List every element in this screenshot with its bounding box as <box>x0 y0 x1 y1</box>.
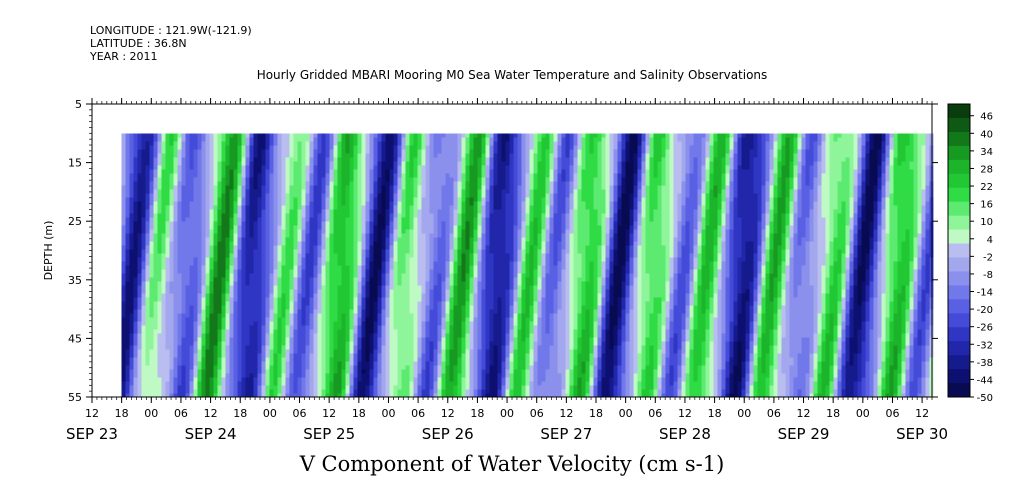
colorbar-label: -2 <box>983 252 993 263</box>
longitude-label: LONGITUDE : 121.9W(-121.9) <box>90 24 252 37</box>
x-hour-label: 06 <box>174 407 188 420</box>
colorbar-swatch <box>948 327 970 342</box>
colorbar-label: -44 <box>977 375 993 386</box>
x-hour-label: 12 <box>915 407 929 420</box>
colorbar-swatch <box>948 229 970 245</box>
x-hour-label: 00 <box>619 407 633 420</box>
colorbar-swatch <box>948 159 970 175</box>
x-day-label: SEP 29 <box>778 425 830 443</box>
x-hour-label: 18 <box>826 407 840 420</box>
y-axis-label: DEPTH (m) <box>42 221 55 281</box>
x-hour-label: 12 <box>204 407 218 420</box>
colorbar-swatch <box>948 201 970 217</box>
x-hour-label: 00 <box>263 407 277 420</box>
colorbar-swatch <box>948 299 970 314</box>
x-hour-label: 18 <box>589 407 603 420</box>
x-hour-label: 00 <box>381 407 395 420</box>
x-hour-label: 18 <box>708 407 722 420</box>
x-hour-label: 18 <box>233 407 247 420</box>
colorbar-label: 4 <box>987 235 993 246</box>
x-hour-label: 00 <box>856 407 870 420</box>
y-tick-label: 35 <box>68 274 82 287</box>
colorbar-label: 22 <box>980 182 993 193</box>
latitude-label: LATITUDE : 36.8N <box>90 37 187 50</box>
colorbar-swatch <box>948 313 970 328</box>
colorbar-label: 46 <box>980 112 993 123</box>
colorbar-label: -26 <box>977 323 993 334</box>
heatmap-cells <box>121 133 934 398</box>
x-hour-label: 06 <box>767 407 781 420</box>
x-hour-label: 12 <box>678 407 692 420</box>
colorbar-label: 28 <box>980 164 993 175</box>
x-day-label: SEP 30 <box>896 425 948 443</box>
x-day-label: SEP 23 <box>66 425 118 443</box>
colorbar-frame <box>947 103 971 398</box>
colorbar-swatch <box>948 187 970 203</box>
x-hour-label: 12 <box>322 407 336 420</box>
y-tick-label: 25 <box>68 215 82 228</box>
x-hour-label: 06 <box>293 407 307 420</box>
colorbar-swatch <box>948 131 970 147</box>
x-day-label: SEP 24 <box>185 425 237 443</box>
x-hour-label: 12 <box>85 407 99 420</box>
colorbar-swatch <box>948 173 970 189</box>
colorbar-label: 16 <box>980 200 993 211</box>
y-tick-label: 15 <box>68 157 82 170</box>
x-hour-label: 18 <box>115 407 129 420</box>
colorbar-swatch <box>948 145 970 161</box>
colorbar-label: -38 <box>977 358 993 369</box>
y-tick-label: 5 <box>75 98 82 111</box>
x-day-label: SEP 25 <box>303 425 355 443</box>
y-tick-label: 45 <box>68 332 82 345</box>
x-hour-label: 12 <box>797 407 811 420</box>
x-hour-label: 06 <box>530 407 544 420</box>
colorbar-swatch <box>948 215 970 231</box>
variable-caption: V Component of Water Velocity (cm s-1) <box>299 452 725 476</box>
colorbar-label: -20 <box>977 305 993 316</box>
x-hour-label: 00 <box>737 407 751 420</box>
y-tick-label: 55 <box>68 391 82 404</box>
colorbar-label: -14 <box>977 288 993 299</box>
x-hour-label: 12 <box>559 407 573 420</box>
colorbar-label: 40 <box>980 129 993 140</box>
x-hour-label: 00 <box>144 407 158 420</box>
colorbar-swatch <box>948 117 970 133</box>
colorbar-swatch <box>948 285 970 300</box>
colorbar-swatch <box>948 383 970 398</box>
colorbar-label: -8 <box>983 270 993 281</box>
x-hour-label: 12 <box>441 407 455 420</box>
colorbar-swatch <box>948 243 970 258</box>
colorbar-swatch <box>948 257 970 272</box>
x-hour-label: 06 <box>411 407 425 420</box>
x-day-label: SEP 26 <box>422 425 474 443</box>
x-hour-label: 00 <box>500 407 514 420</box>
x-day-label: SEP 27 <box>540 425 592 443</box>
x-hour-label: 06 <box>885 407 899 420</box>
x-hour-label: 18 <box>352 407 366 420</box>
x-hour-label: 06 <box>648 407 662 420</box>
colorbar-swatch <box>948 341 970 356</box>
colorbar-swatch <box>948 369 970 384</box>
chart-title: Hourly Gridded MBARI Mooring M0 Sea Wate… <box>256 68 768 82</box>
x-hour-label: 18 <box>470 407 484 420</box>
colorbar-swatch <box>948 355 970 370</box>
metadata-block: LONGITUDE : 121.9W(-121.9) LATITUDE : 36… <box>90 24 252 63</box>
colorbar-label: -32 <box>977 340 993 351</box>
x-day-label: SEP 28 <box>659 425 711 443</box>
colorbar-label: 10 <box>980 217 993 228</box>
colorbar-swatch <box>948 104 970 119</box>
colorbar-label: -50 <box>977 393 993 404</box>
colorbar-label: 34 <box>980 147 993 158</box>
colorbar-swatch <box>948 271 970 286</box>
year-label: YEAR : 2011 <box>90 50 158 63</box>
